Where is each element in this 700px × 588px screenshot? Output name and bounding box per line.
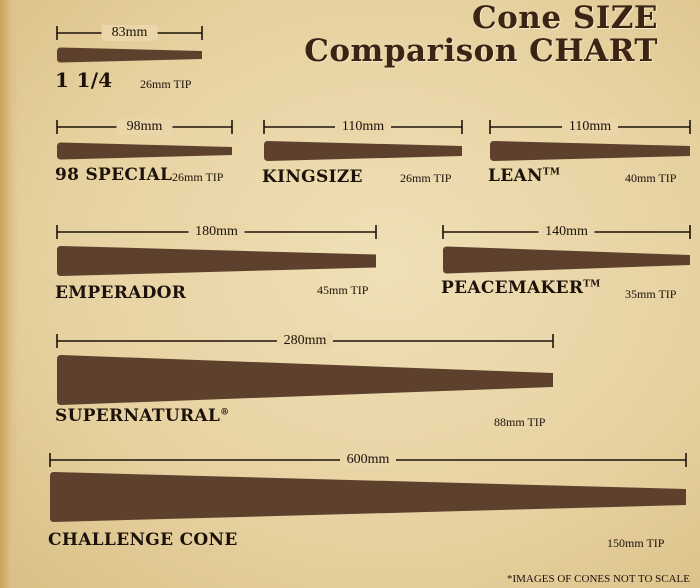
length-label-challenge-cone: 600mm bbox=[346, 452, 390, 467]
tip-size-98-special: 26mm TIP bbox=[172, 170, 224, 184]
trademark-mark: TM bbox=[542, 167, 561, 178]
cone-name-supernatural: SUPERNATURAL® bbox=[55, 406, 229, 426]
footnote: *IMAGES OF CONES NOT TO SCALE bbox=[506, 573, 690, 585]
cone-name-text: LEAN bbox=[488, 166, 543, 186]
dimension-label-bg bbox=[188, 224, 245, 240]
cone-name-text: 98 SPECIAL bbox=[55, 165, 173, 185]
trademark-mark: ® bbox=[220, 407, 230, 418]
cone-name-peacemaker: PEACEMAKERTM bbox=[441, 278, 601, 298]
length-label-emperador: 180mm bbox=[195, 224, 238, 239]
cone-shape-supernatural bbox=[57, 355, 553, 405]
tip-size-1-1-4: 26mm TIP bbox=[140, 77, 192, 91]
cone-name-kingsize: KINGSIZE bbox=[262, 167, 363, 187]
tip-size-lean: 40mm TIP bbox=[625, 171, 677, 185]
cone-name-text: KINGSIZE bbox=[262, 167, 363, 187]
length-label-supernatural: 280mm bbox=[283, 333, 327, 348]
dimension-label-bg bbox=[340, 452, 396, 468]
dimension-label-bg bbox=[538, 224, 595, 240]
title-line-2: Comparison CHART bbox=[304, 33, 658, 69]
dimension-label-bg bbox=[101, 25, 158, 41]
cone-name-1-1-4: 1 1/4 bbox=[55, 68, 113, 92]
dimension-label-bg bbox=[277, 333, 333, 349]
length-label-1-1-4: 83mm bbox=[111, 25, 148, 40]
length-label-lean: 110mm bbox=[568, 119, 612, 134]
cone-name-text: 1 1/4 bbox=[55, 68, 113, 92]
cone-shape-challenge-cone bbox=[50, 472, 686, 522]
dimension-label-bg bbox=[335, 119, 391, 135]
length-label-98-special: 98mm bbox=[126, 119, 163, 134]
cone-shape-peacemaker bbox=[443, 246, 690, 274]
cone-name-lean: LEANTM bbox=[488, 166, 560, 186]
dimension-label-bg bbox=[562, 119, 618, 135]
cone-name-text: EMPERADOR bbox=[55, 283, 187, 303]
tip-size-emperador: 45mm TIP bbox=[317, 283, 369, 297]
cone-name-challenge-cone: CHALLENGE CONE bbox=[48, 530, 238, 550]
cone-name-text: CHALLENGE CONE bbox=[48, 530, 238, 550]
cone-name-emperador: EMPERADOR bbox=[55, 283, 186, 303]
cone-shape-1-1-4 bbox=[57, 47, 202, 63]
trademark-mark: TM bbox=[583, 279, 601, 290]
cone-shape-kingsize bbox=[264, 141, 462, 161]
tip-size-challenge-cone: 150mm TIP bbox=[607, 536, 665, 550]
length-label-kingsize: 110mm bbox=[341, 119, 385, 134]
cone-name-98-special: 98 SPECIAL bbox=[55, 165, 172, 185]
title-line-1: Cone SIZE bbox=[471, 0, 658, 36]
tip-size-kingsize: 26mm TIP bbox=[400, 171, 452, 185]
dimension-label-bg bbox=[116, 119, 173, 135]
cone-name-text: SUPERNATURAL bbox=[55, 406, 221, 426]
cone-name-text: PEACEMAKER bbox=[441, 278, 584, 298]
length-label-peacemaker: 140mm bbox=[545, 224, 588, 239]
paper-edge bbox=[0, 0, 18, 588]
cone-shape-lean bbox=[490, 141, 690, 161]
tip-size-peacemaker: 35mm TIP bbox=[625, 287, 677, 301]
cone-shape-emperador bbox=[57, 246, 376, 276]
tip-size-supernatural: 88mm TIP bbox=[494, 415, 546, 429]
cone-shape-98-special bbox=[57, 142, 232, 160]
